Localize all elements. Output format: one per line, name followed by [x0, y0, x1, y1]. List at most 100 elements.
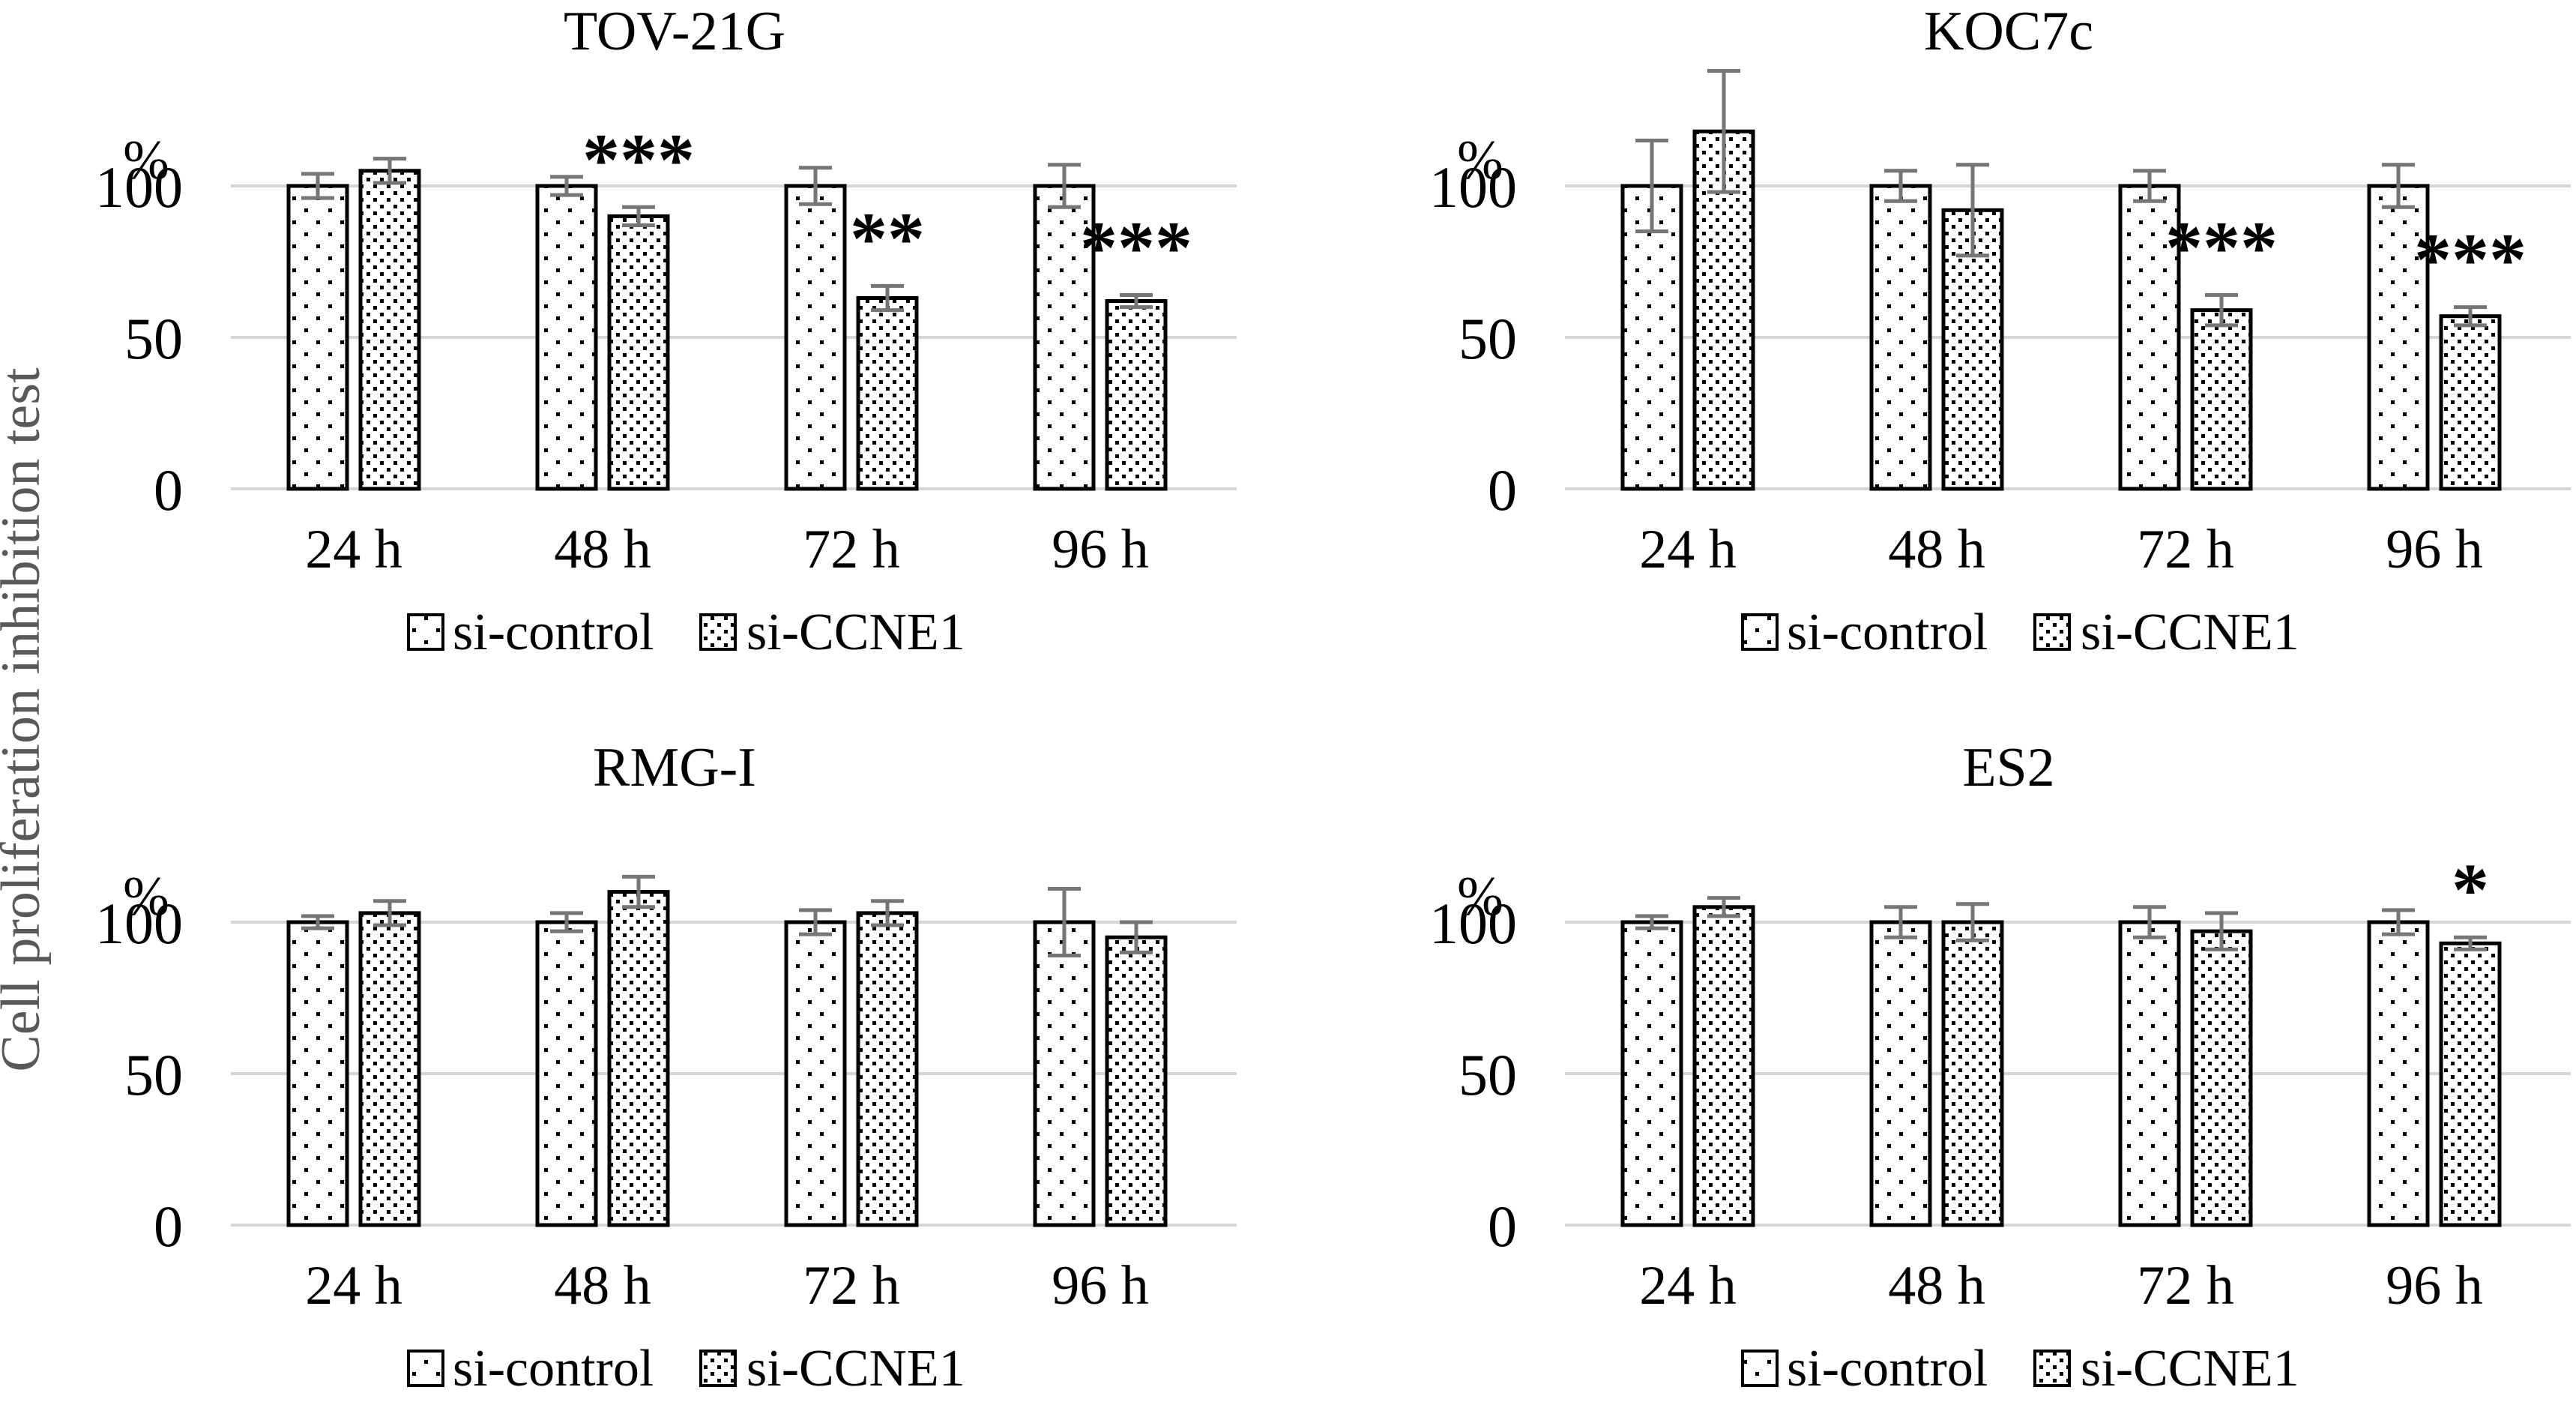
significance-marker-96h-tov-21g: *** — [1080, 205, 1192, 289]
x-label-24h-tov-21g: 24 h — [305, 519, 402, 580]
errorbar-si-CCNE1-24h-rmg-i — [373, 899, 406, 927]
bar-si-control-72h-tov-21g — [784, 184, 847, 491]
errorbar-si-control-48h-koc7c — [1884, 169, 1917, 203]
errorbar-si-control-96h-rmg-i — [1048, 887, 1081, 957]
significance-marker-72h-tov-21g: ** — [850, 196, 925, 280]
significance-marker-96h-es2: * — [2452, 848, 2489, 931]
x-label-48h-rmg-i: 48 h — [554, 1255, 651, 1317]
bar-si-CCNE1-96h-tov-21g — [1105, 299, 1168, 491]
x-label-72h-rmg-i: 72 h — [803, 1255, 900, 1317]
percent-label-rmg-i: % — [123, 866, 169, 927]
x-label-48h-es2: 48 h — [1888, 1255, 1985, 1317]
legend-rmg-i: si-control si-CCNE1 — [407, 1340, 965, 1398]
errorbar-si-CCNE1-24h-es2 — [1707, 896, 1740, 918]
errorbar-si-control-96h-es2 — [2382, 908, 2415, 936]
errorbar-si-CCNE1-72h-tov-21g — [871, 283, 904, 313]
chart-tov-21g: TOV-21G%100 50 0 24 h *** 48 h ** 72 h *** 96 h si… — [95, 1, 1237, 661]
errorbar-si-control-24h-tov-21g — [301, 172, 334, 200]
chart-title-koc7c: KOC7c — [1924, 1, 2093, 62]
x-label-96h-koc7c: 96 h — [2386, 519, 2483, 580]
x-label-96h-tov-21g: 96 h — [1052, 519, 1149, 580]
legend-swatch-si-CCNE1-rmg-i — [699, 1350, 737, 1387]
legend-es2: si-control si-CCNE1 — [1741, 1340, 2299, 1398]
bar-si-control-72h-es2 — [2118, 920, 2181, 1227]
y-tick-0-rmg-i: 0 — [154, 1194, 183, 1259]
bar-si-control-96h-koc7c — [2367, 184, 2430, 491]
bar-si-CCNE1-48h-es2 — [1941, 920, 2004, 1227]
y-tick-50-koc7c: 50 — [1459, 306, 1517, 371]
bar-si-control-48h-es2 — [1869, 920, 1932, 1227]
legend-label-si-CCNE1-es2: si-CCNE1 — [2081, 1340, 2299, 1398]
percent-label-es2: % — [1457, 866, 1503, 927]
bar-si-CCNE1-48h-tov-21g — [607, 214, 670, 491]
errorbar-si-CCNE1-96h-rmg-i — [1120, 920, 1153, 954]
y-tick-100-koc7c: 100 — [1429, 154, 1517, 220]
bar-si-CCNE1-72h-tov-21g — [856, 295, 919, 491]
errorbar-si-CCNE1-48h-tov-21g — [622, 205, 655, 228]
bar-si-control-24h-es2 — [1620, 920, 1683, 1227]
bar-si-CCNE1-24h-es2 — [1692, 905, 1755, 1227]
y-tick-100-tov-21g: 100 — [95, 154, 183, 220]
errorbar-si-control-72h-rmg-i — [799, 908, 832, 936]
x-label-96h-rmg-i: 96 h — [1052, 1255, 1149, 1317]
legend-koc7c: si-control si-CCNE1 — [1741, 604, 2299, 661]
bar-si-CCNE1-72h-koc7c — [2190, 308, 2253, 491]
bar-si-control-24h-tov-21g — [286, 184, 349, 491]
legend-label-si-control-rmg-i: si-control — [453, 1340, 654, 1398]
errorbar-si-control-96h-tov-21g — [1048, 163, 1081, 209]
bar-si-control-96h-tov-21g — [1033, 184, 1096, 491]
bar-si-CCNE1-48h-rmg-i — [607, 890, 670, 1227]
legend-label-si-CCNE1-rmg-i: si-CCNE1 — [746, 1340, 965, 1398]
errorbar-si-CCNE1-24h-koc7c — [1707, 68, 1740, 194]
errorbar-si-CCNE1-96h-koc7c — [2454, 305, 2487, 328]
bar-si-control-24h-rmg-i — [286, 920, 349, 1227]
bar-si-control-24h-koc7c — [1620, 184, 1683, 491]
legend-swatch-si-CCNE1-koc7c — [2033, 613, 2071, 651]
errorbar-si-control-24h-koc7c — [1635, 138, 1668, 234]
legend-swatch-si-control-rmg-i — [407, 1350, 444, 1387]
y-axis-label: Cell proliferation inhibition test — [0, 367, 52, 1072]
errorbar-si-control-72h-tov-21g — [799, 166, 832, 206]
y-tick-0-es2: 0 — [1488, 1194, 1517, 1259]
errorbar-si-CCNE1-24h-tov-21g — [373, 157, 406, 185]
y-tick-0-tov-21g: 0 — [154, 457, 183, 523]
errorbar-si-CCNE1-96h-tov-21g — [1120, 292, 1153, 310]
bar-si-control-96h-rmg-i — [1033, 920, 1096, 1227]
legend-label-si-CCNE1-koc7c: si-CCNE1 — [2081, 604, 2299, 661]
bar-si-CCNE1-24h-rmg-i — [358, 911, 421, 1227]
bar-si-control-48h-tov-21g — [535, 184, 598, 491]
bar-si-control-48h-rmg-i — [535, 920, 598, 1227]
y-tick-50-rmg-i: 50 — [124, 1042, 183, 1107]
significance-marker-72h-koc7c: *** — [2165, 205, 2278, 289]
y-tick-50-tov-21g: 50 — [124, 306, 183, 371]
errorbar-si-CCNE1-72h-koc7c — [2205, 292, 2238, 328]
percent-label-koc7c: % — [1457, 130, 1503, 191]
bar-si-control-48h-koc7c — [1869, 184, 1932, 491]
significance-marker-48h-tov-21g: *** — [582, 118, 695, 201]
errorbar-si-control-96h-koc7c — [2382, 163, 2415, 209]
chart-title-tov-21g: TOV-21G — [564, 1, 785, 62]
errorbar-si-control-24h-rmg-i — [301, 914, 334, 930]
chart-title-es2: ES2 — [1962, 737, 2054, 798]
errorbar-si-CCNE1-48h-koc7c — [1956, 163, 1989, 258]
y-tick-100-es2: 100 — [1429, 891, 1517, 956]
errorbar-si-CCNE1-48h-rmg-i — [622, 874, 655, 909]
bar-si-CCNE1-96h-koc7c — [2439, 314, 2502, 491]
chart-title-rmg-i: RMG-I — [593, 737, 756, 798]
y-tick-50-es2: 50 — [1459, 1042, 1517, 1107]
legend-swatch-si-CCNE1-es2 — [2033, 1350, 2071, 1387]
x-label-72h-koc7c: 72 h — [2137, 519, 2234, 580]
x-label-48h-koc7c: 48 h — [1888, 519, 1985, 580]
bar-si-CCNE1-72h-es2 — [2190, 929, 2253, 1227]
bar-si-CCNE1-96h-rmg-i — [1105, 935, 1168, 1227]
errorbar-si-control-48h-es2 — [1884, 905, 1917, 939]
x-label-96h-es2: 96 h — [2386, 1255, 2483, 1317]
legend-tov-21g: si-control si-CCNE1 — [407, 604, 965, 661]
x-label-72h-tov-21g: 72 h — [803, 519, 900, 580]
x-label-48h-tov-21g: 48 h — [554, 519, 651, 580]
legend-label-si-control-tov-21g: si-control — [453, 604, 654, 661]
